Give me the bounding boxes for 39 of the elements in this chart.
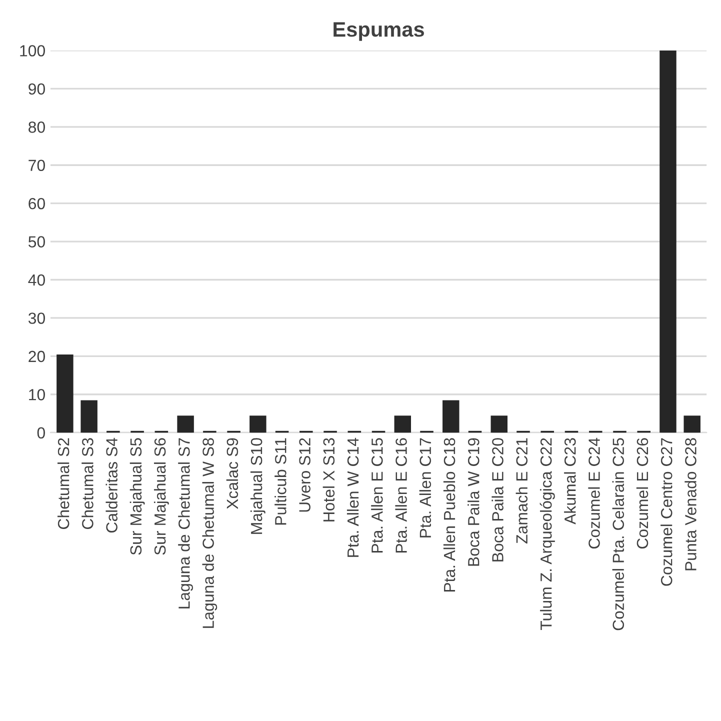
x-tick-label: Laguna de Chetumal S7: [178, 438, 193, 608]
x-tick-label: Cozumel Centro C27: [660, 438, 672, 586]
x-tick-label: Tulum Z. Arqueológica C22: [540, 438, 555, 630]
x-tick-label: Punta Venado C28: [684, 438, 696, 570]
x-tick-label: Pta. Allen C17: [419, 438, 432, 538]
y-tick-label: 100: [20, 45, 45, 56]
x-tick-label: Hotel X S13: [322, 438, 335, 522]
y-tick-label: 30: [28, 312, 45, 324]
x-tick-label: Majahual S10: [250, 438, 266, 534]
x-tick-label: Cozumel E C26: [636, 438, 648, 548]
x-tick-label: Cozumel E C24: [588, 438, 600, 548]
x-tick-label: Sur Majahual S5: [130, 438, 145, 555]
x-tick-label: Calderitas S4: [106, 438, 118, 533]
x-tick-label: Zamach E C21: [516, 438, 528, 544]
chart-title: Espumas: [334, 22, 424, 41]
y-tick-label: 40: [28, 274, 45, 286]
x-tick-label: Akumal C23: [564, 438, 576, 524]
x-tick-label: Chetumal S3: [82, 438, 94, 529]
x-tick-label: Sur Majahual S6: [154, 438, 169, 555]
x-tick-label: Pulticub S11: [274, 438, 286, 525]
y-tick-label: 60: [28, 198, 45, 210]
x-tick-label: Cozumel Pta. Celarain C25: [612, 438, 624, 630]
y-tick-label: 90: [28, 83, 45, 95]
x-tick-label: Laguna de Chetumal W S8: [202, 438, 218, 628]
y-tick-label: 80: [28, 122, 45, 133]
x-tick-label: Pta. Allen Pueblo C18: [443, 438, 456, 592]
y-tick-label: 50: [28, 236, 45, 248]
y-tick-label: 70: [28, 160, 45, 172]
x-tick-label: Pta. Allen W C14: [346, 438, 359, 557]
x-tick-label: Boca Paila E C20: [492, 438, 504, 562]
x-tick-label: Pta. Allen E C15: [371, 438, 383, 552]
y-tick-label: 10: [29, 389, 45, 400]
y-tick-label: 20: [28, 350, 45, 362]
x-tick-label: Chetumal S2: [58, 438, 70, 529]
x-tick-label: Xcalac S9: [226, 438, 238, 510]
x-tick-label: Boca Paila W C19: [468, 438, 480, 566]
x-tick-label: Uvero S12: [299, 438, 310, 512]
y-tick-label: 0: [37, 427, 45, 439]
x-tick-label: Pta. Allen E C16: [395, 438, 407, 552]
